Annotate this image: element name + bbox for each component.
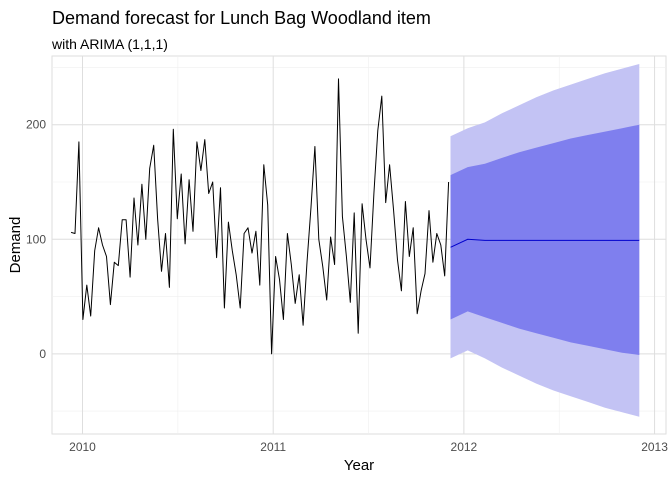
x-axis-title: Year: [344, 457, 374, 474]
forecast-intervals: [450, 64, 640, 417]
y-tick-label: 200: [26, 118, 46, 132]
y-axis-ticks: 0 100 200: [26, 118, 46, 361]
plot-panel: [51, 55, 667, 435]
x-tick-label: 2012: [451, 440, 478, 454]
forecast-mean-line: [450, 238, 640, 248]
x-tick-label: 2013: [641, 440, 668, 454]
y-tick-label: 100: [26, 232, 46, 246]
x-tick-label: 2010: [69, 440, 96, 454]
x-axis-ticks: 2010 2011 2012 2013: [69, 440, 668, 454]
forecast-80-interval: [450, 124, 640, 355]
chart-subtitle: with ARIMA (1,1,1): [51, 36, 168, 52]
x-tick-label: 2011: [260, 440, 286, 454]
y-axis-title: Demand: [7, 217, 24, 274]
observed-demand-line: [70, 78, 450, 355]
series-lines: [70, 78, 640, 355]
y-tick-label: 0: [39, 347, 46, 361]
chart-title: Demand forecast for Lunch Bag Woodland i…: [52, 8, 431, 28]
